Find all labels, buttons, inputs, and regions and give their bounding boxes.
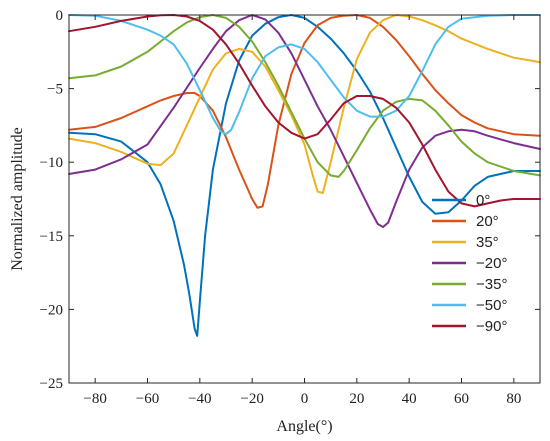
legend-label-6: −90° <box>476 318 507 335</box>
y-tick-label: −20 <box>40 302 63 318</box>
y-tick-label: −15 <box>40 229 63 245</box>
legend-label-1: 20° <box>476 213 499 230</box>
series-line-5 <box>68 14 541 136</box>
y-axis-title: Normalized amplitude <box>9 127 26 271</box>
x-tick-label: −20 <box>240 391 263 407</box>
x-tick-label: 20 <box>349 391 364 407</box>
y-tick-label: 0 <box>56 8 64 24</box>
legend-label-4: −35° <box>476 276 507 293</box>
x-tick-label: −60 <box>136 391 159 407</box>
axis-ticks: −80 −60 −40 −20 0 20 40 60 80 0 −5 −10 −15 −20 −25 <box>40 8 540 407</box>
y-tick-label: −25 <box>40 376 63 392</box>
legend-label-3: −20° <box>476 255 507 272</box>
legend: 0° 20° 35° −20° −35° −50° −90° <box>432 192 507 335</box>
y-tick-label: −10 <box>40 155 63 171</box>
legend-label-0: 0° <box>476 192 490 209</box>
x-tick-label: 80 <box>506 391 521 407</box>
x-tick-label: 40 <box>402 391 417 407</box>
series-line-2 <box>68 14 541 195</box>
legend-label-2: 35° <box>476 234 499 251</box>
x-tick-label: 60 <box>454 391 469 407</box>
series-line-4 <box>68 14 541 178</box>
x-tick-label: 0 <box>301 391 309 407</box>
x-tick-label: −40 <box>188 391 211 407</box>
y-tick-label: −5 <box>47 82 63 98</box>
series-line-0 <box>68 14 541 337</box>
legend-label-5: −50° <box>476 297 507 314</box>
series-line-3 <box>68 14 541 228</box>
x-tick-label: −80 <box>83 391 106 407</box>
x-axis-title: Angle(°) <box>276 418 332 435</box>
